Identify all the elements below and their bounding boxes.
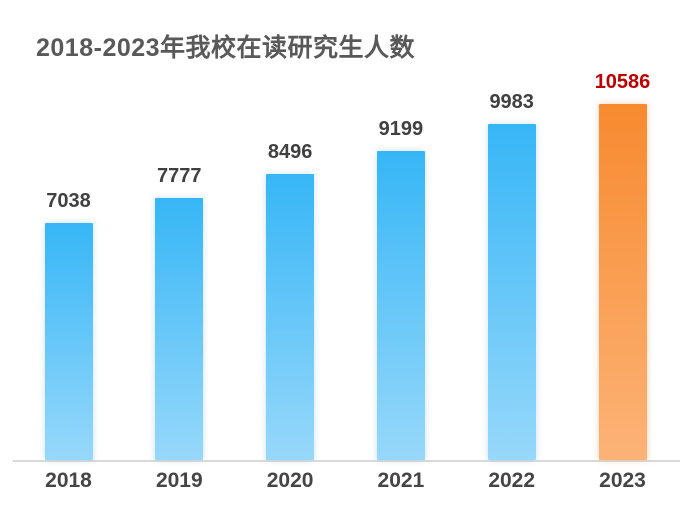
bar-2018 <box>44 223 93 460</box>
bar-2023 <box>598 104 647 460</box>
x-axis-label-2022: 2022 <box>488 469 536 492</box>
bar-2019 <box>155 198 204 460</box>
x-axis-label-2023: 2023 <box>599 469 646 492</box>
value-label-2022: 9983 <box>489 91 534 113</box>
x-axis-line <box>13 460 680 462</box>
x-axis-label-2019: 2019 <box>155 469 203 492</box>
x-axis-label-2020: 2020 <box>266 469 314 492</box>
x-axis-label-2021: 2021 <box>377 469 425 492</box>
value-label-2021: 9199 <box>378 118 424 140</box>
value-label-2019: 7777 <box>157 165 202 187</box>
bar-2020 <box>266 174 315 460</box>
bar-2021 <box>376 151 425 460</box>
value-label-2020: 8496 <box>267 141 313 163</box>
value-label-2023: 10586 <box>594 71 651 93</box>
chart-title: 2018-2023年我校在读研究生人数 <box>36 34 416 62</box>
bar-2022 <box>487 124 536 460</box>
x-axis-label-2018: 2018 <box>45 469 92 492</box>
value-label-2018: 7038 <box>46 190 91 212</box>
